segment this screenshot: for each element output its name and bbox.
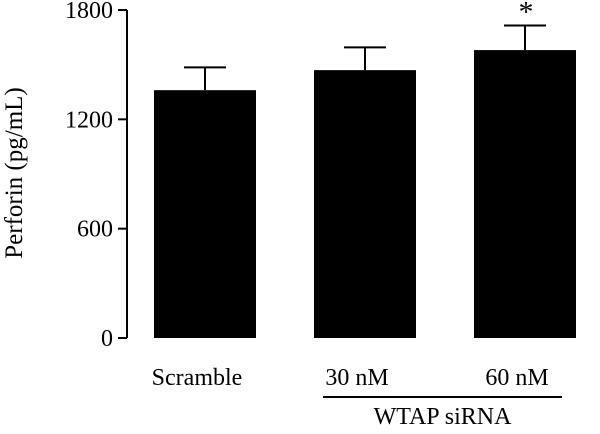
bar: [314, 70, 416, 338]
x-tick-label: 30 nM: [325, 365, 388, 391]
x-axis: Scramble 30 nM 60 nM: [152, 365, 549, 391]
bar: [154, 90, 256, 338]
y-tick-label: 1800: [65, 0, 113, 24]
x-tick-label: 60 nM: [485, 365, 548, 391]
x-tick-label: Scramble: [152, 365, 243, 391]
group-label: WTAP siRNA: [323, 396, 562, 430]
significance-marker: *: [519, 0, 534, 28]
group-label-text: WTAP siRNA: [374, 404, 513, 430]
y-tick-label: 0: [101, 326, 113, 352]
y-tick-label: 600: [77, 217, 113, 243]
bars: *: [154, 0, 576, 338]
y-axis-title: Perforin (pg/mL): [1, 87, 28, 258]
bar: [474, 50, 576, 338]
y-tick-label: 1200: [65, 107, 113, 133]
y-axis: 0 600 1200 1800: [65, 0, 128, 352]
